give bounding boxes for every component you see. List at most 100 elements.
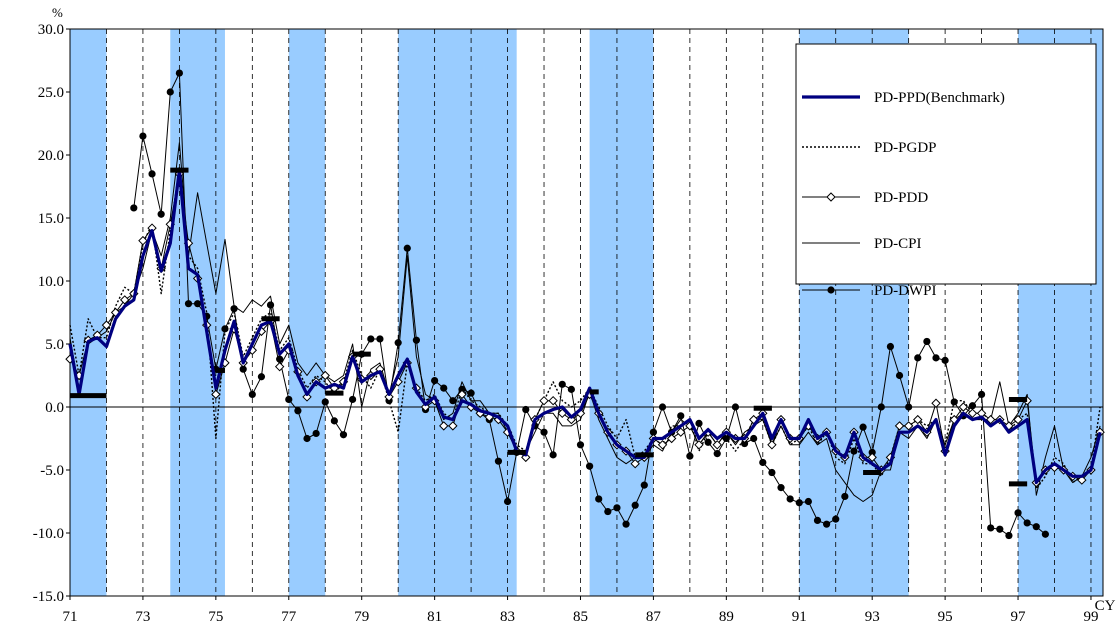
data-point (194, 300, 202, 308)
legend-label-4: PD-DWPI (874, 283, 937, 299)
data-point (613, 504, 621, 512)
data-point (777, 484, 785, 492)
data-point (786, 495, 794, 503)
data-point (686, 452, 694, 460)
data-point (548, 395, 558, 406)
data-point (303, 434, 311, 443)
data-point (850, 447, 858, 455)
data-point (321, 398, 329, 406)
data-point (640, 481, 648, 489)
x-tick-label: 73 (135, 609, 150, 625)
data-point (677, 412, 685, 420)
x-tick-label: 93 (865, 609, 880, 625)
x-tick-label: 99 (1083, 609, 1098, 625)
data-point (130, 204, 138, 212)
data-point (257, 373, 266, 381)
data-point (549, 451, 557, 459)
data-point (931, 398, 941, 408)
y-unit-label: % (52, 5, 63, 20)
data-point (750, 434, 758, 443)
data-point (138, 235, 148, 246)
data-point (676, 427, 686, 437)
y-tick-label: 5.0 (45, 337, 64, 353)
data-point (394, 339, 402, 347)
legend: PD-PPD(Benchmark) PD-PGDP PD-PDD PD-CPI PD-D… (795, 43, 1097, 299)
data-point (804, 497, 812, 506)
data-point (367, 335, 375, 343)
data-point (312, 429, 320, 438)
data-point (539, 395, 549, 406)
data-point (266, 301, 275, 309)
x-unit-label: CY (1095, 598, 1116, 614)
data-point (694, 440, 704, 450)
data-point (184, 300, 193, 308)
data-point (440, 384, 448, 392)
data-point (987, 524, 995, 532)
legend-marker-2 (826, 192, 836, 202)
y-tick-label: 10.0 (38, 274, 64, 290)
data-point (903, 421, 914, 431)
data-point (768, 468, 776, 477)
data-point (950, 398, 958, 406)
data-point (230, 305, 238, 313)
y-tick-label: -10.0 (33, 526, 64, 542)
data-point (712, 440, 722, 450)
data-point (759, 458, 767, 467)
legend-box (795, 43, 1097, 285)
data-point (320, 370, 330, 381)
data-point (157, 210, 165, 218)
legend-marker-4 (827, 286, 835, 294)
shaded-period-0 (70, 29, 107, 596)
data-point (996, 525, 1004, 533)
data-point (868, 448, 876, 456)
data-point (439, 421, 449, 431)
data-point (403, 244, 411, 252)
x-tick-label: 85 (573, 609, 588, 625)
data-point (967, 408, 978, 419)
data-point (731, 403, 740, 411)
data-point (585, 462, 594, 470)
data-point (1005, 531, 1013, 540)
x-tick-label: 75 (208, 609, 223, 625)
data-point (148, 170, 156, 178)
data-point (448, 421, 458, 431)
data-point (859, 423, 867, 431)
data-point (101, 320, 112, 330)
plot-frame (69, 28, 1104, 597)
y-tick-label: -5.0 (40, 463, 64, 479)
data-point (657, 440, 668, 450)
data-point (1032, 523, 1040, 531)
series-0 (68, 168, 1102, 485)
data-point (595, 495, 603, 503)
x-tick-label: 87 (646, 609, 662, 625)
data-point (412, 336, 420, 344)
data-point (886, 342, 895, 351)
data-point (376, 335, 384, 343)
shaded-period-4 (589, 29, 654, 596)
data-point (658, 403, 667, 411)
y-tick-label: 30.0 (38, 22, 64, 38)
data-point (867, 452, 877, 463)
data-point (467, 389, 475, 397)
x-tick-label: 91 (792, 609, 807, 625)
data-point (576, 441, 585, 449)
period-average-bars (70, 167, 1028, 487)
y-tick-label: 0.0 (45, 400, 64, 416)
data-point (932, 354, 940, 362)
data-point (877, 403, 885, 411)
series-line (68, 168, 1102, 485)
axes: 30.0 25.0 20.0 15.0 10.0 5.0 0.0 -5.0 -10.0 -15.0… (33, 5, 1116, 625)
data-point (923, 337, 931, 346)
data-point (941, 356, 949, 364)
x-tick-label: 95 (938, 609, 953, 625)
legend-label-3: PD-CPI (874, 236, 922, 252)
data-point (540, 428, 548, 436)
data-point (649, 428, 658, 436)
data-point (166, 88, 174, 96)
data-point (457, 389, 467, 400)
data-point (566, 414, 577, 425)
y-tick-label: -15.0 (33, 589, 64, 605)
legend-label-1: PD-PGDP (874, 140, 937, 156)
data-point (330, 417, 338, 425)
data-point (458, 385, 466, 393)
